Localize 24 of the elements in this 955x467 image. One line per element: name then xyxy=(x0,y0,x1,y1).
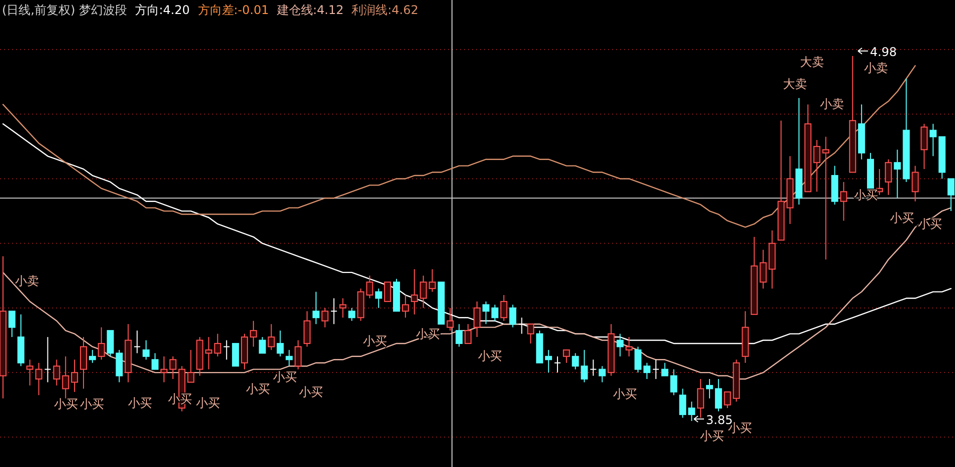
annotation: 小买 xyxy=(54,397,78,411)
annotation: 小买 xyxy=(273,370,297,384)
annotation: 小买 xyxy=(128,396,152,410)
text: 利润线:4.62 xyxy=(352,3,418,17)
text: 建仓线:4.12 xyxy=(276,3,344,17)
annotation: 小卖 xyxy=(15,274,39,288)
annotation: 大卖 xyxy=(783,77,807,91)
text: 小买 xyxy=(700,429,724,443)
annotation: 小买 xyxy=(196,396,220,410)
annotation: 小买 xyxy=(363,334,387,348)
annotation: 大卖 xyxy=(800,55,824,69)
annotation: 小买 xyxy=(80,397,104,411)
text: 方向差:-0.01 xyxy=(198,3,269,17)
annotation: 小买 xyxy=(478,349,502,363)
chart-title: (日线,前复权) 梦幻波段 xyxy=(2,3,127,17)
text: 方向:4.20 xyxy=(135,3,190,17)
annotation: 小买 xyxy=(890,211,914,225)
annotation: 小卖 xyxy=(864,61,888,75)
annotation: 小买 xyxy=(299,385,323,399)
annotation: 小买 xyxy=(613,387,637,401)
annotation: 小买 xyxy=(246,382,270,396)
annotation: 小卖 xyxy=(820,97,844,111)
annotation: 4.98 xyxy=(870,45,897,59)
annotation: 小买 xyxy=(918,217,942,231)
